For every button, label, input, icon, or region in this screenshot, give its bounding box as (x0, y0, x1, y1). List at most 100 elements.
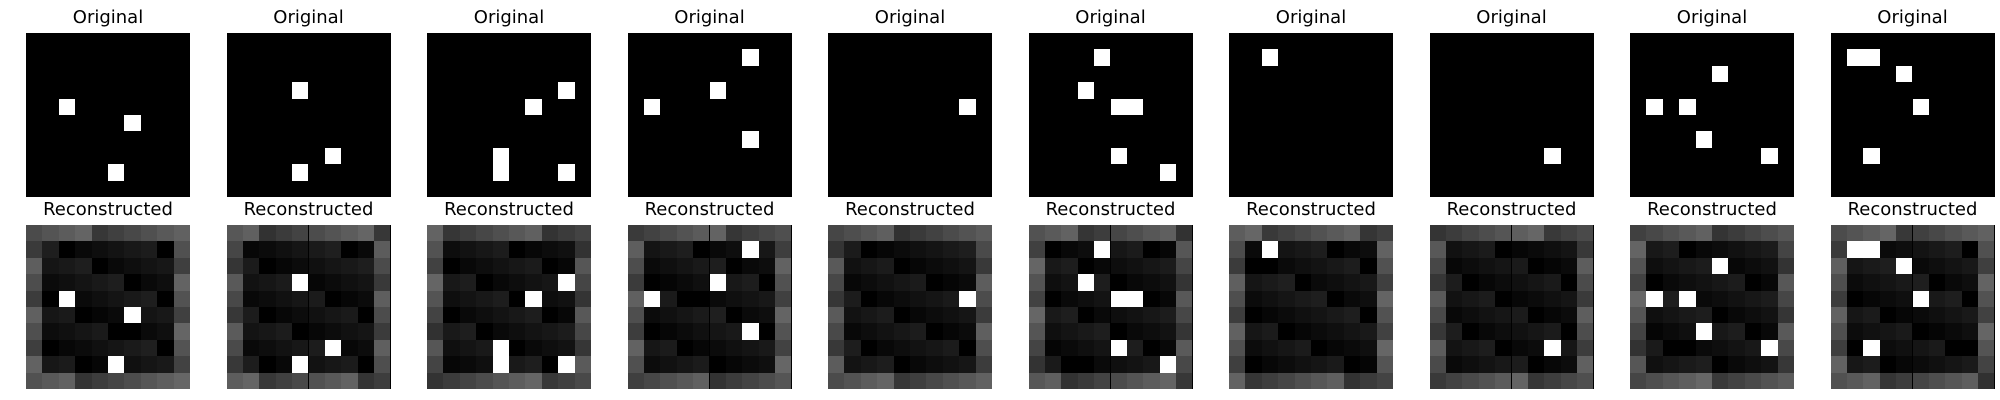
pixel-cell (459, 225, 477, 242)
pixel-cell (226, 290, 243, 307)
pixel-cell (1261, 274, 1279, 291)
pixel-cell (525, 290, 542, 307)
pixel-cell (140, 372, 158, 389)
pixel-cell (1445, 307, 1463, 324)
pixel-cell (108, 225, 125, 242)
pixel-cell (374, 323, 391, 340)
pixel-cell (1445, 290, 1463, 307)
pixel-cell (492, 225, 509, 242)
pixel-cell (1679, 356, 1696, 373)
pixel-cell (108, 372, 125, 389)
pixel-cell (1110, 290, 1127, 307)
pixel-cell (627, 290, 644, 307)
pixel-cell (574, 290, 591, 307)
pixel-cell (242, 339, 260, 357)
pixel-cell (1229, 323, 1246, 340)
pixel-cell (1896, 274, 1913, 291)
pixel-cell (1630, 372, 1647, 389)
pixel-cell (26, 339, 43, 357)
pixel-cell (1126, 241, 1144, 258)
pixel-cell (459, 323, 477, 340)
pixel-cell (58, 274, 76, 291)
pixel-cell (124, 307, 141, 324)
pixel-cell (775, 307, 792, 324)
pixel-cell (910, 307, 927, 324)
pixel-cell (926, 225, 943, 242)
pixel-cell (492, 274, 509, 291)
reconstructed-title: Reconstructed (845, 199, 975, 220)
pixel-cell (242, 307, 260, 324)
pixel-cell (1978, 241, 1995, 258)
pixel-cell (1863, 257, 1880, 275)
pixel-cell (1527, 290, 1545, 307)
pixel-cell (775, 372, 792, 389)
pixel-cell (1376, 290, 1393, 307)
pixel-cell (627, 307, 644, 324)
pixel-cell (828, 241, 845, 258)
pixel-cell (959, 257, 976, 275)
pixel-cell (492, 257, 509, 275)
pixel-cell (828, 225, 845, 242)
pixel-cell (627, 356, 644, 373)
pixel-cell (140, 225, 158, 242)
pixel-cell (1830, 339, 1847, 357)
pixel-cell (1445, 356, 1463, 373)
pixel-cell (1863, 49, 1880, 66)
original-image (226, 33, 391, 197)
pixel-cell (226, 356, 243, 373)
pixel-cell (574, 307, 591, 324)
pixel-cell (492, 290, 509, 307)
pixel-cell (627, 372, 644, 389)
pixel-cell (1896, 290, 1913, 307)
pixel-cell (259, 372, 276, 389)
pixel-cell (643, 225, 661, 242)
pixel-cell (1311, 323, 1328, 340)
reconstructed-title: Reconstructed (1246, 199, 1376, 220)
pixel-cell (459, 290, 477, 307)
pixel-cell (1360, 274, 1377, 291)
pixel-cell (1176, 339, 1193, 357)
pixel-cell (42, 372, 59, 389)
pixel-cell (1728, 257, 1745, 275)
pixel-cell (173, 307, 190, 324)
pixel-cell (427, 339, 444, 357)
pixel-cell (75, 290, 92, 307)
pixel-cell (742, 241, 759, 258)
pixel-cell (226, 372, 243, 389)
pixel-cell (1646, 98, 1663, 115)
pixel-cell (459, 372, 477, 389)
pixel-cell (959, 323, 976, 340)
pixel-cell (1061, 323, 1078, 340)
pixel-cell (541, 339, 559, 357)
pixel-cell (775, 257, 792, 275)
pixel-cell (443, 372, 460, 389)
pixel-cell (676, 274, 694, 291)
pixel-cell (525, 257, 542, 275)
pixel-cell (1761, 225, 1778, 242)
pixel-cell (324, 339, 342, 357)
pixel-cell (693, 257, 710, 275)
reconstructed-title: Reconstructed (1647, 199, 1777, 220)
pixel-cell (660, 307, 677, 324)
pixel-cell (1462, 307, 1479, 324)
pixel-cell (1495, 257, 1512, 275)
pixel-cell (1961, 225, 1979, 242)
pixel-cell (1028, 290, 1045, 307)
pixel-cell (860, 257, 878, 275)
pixel-cell (676, 372, 694, 389)
pixel-cell (844, 225, 861, 242)
pixel-cell (292, 307, 309, 324)
original-image (627, 33, 792, 197)
pixel-cell (1912, 356, 1929, 373)
pixel-cell (1896, 65, 1913, 83)
pixel-cell (1544, 274, 1561, 291)
pixel-cell (1028, 225, 1045, 242)
pixel-cell (1777, 339, 1794, 357)
pixel-cell (1662, 225, 1680, 242)
pixel-cell (1896, 339, 1913, 357)
pixel-cell (58, 257, 76, 275)
pixel-cell (157, 323, 174, 340)
pixel-cell (1343, 257, 1361, 275)
pixel-cell (1294, 323, 1311, 340)
reconstructed-title: Reconstructed (1847, 199, 1978, 220)
